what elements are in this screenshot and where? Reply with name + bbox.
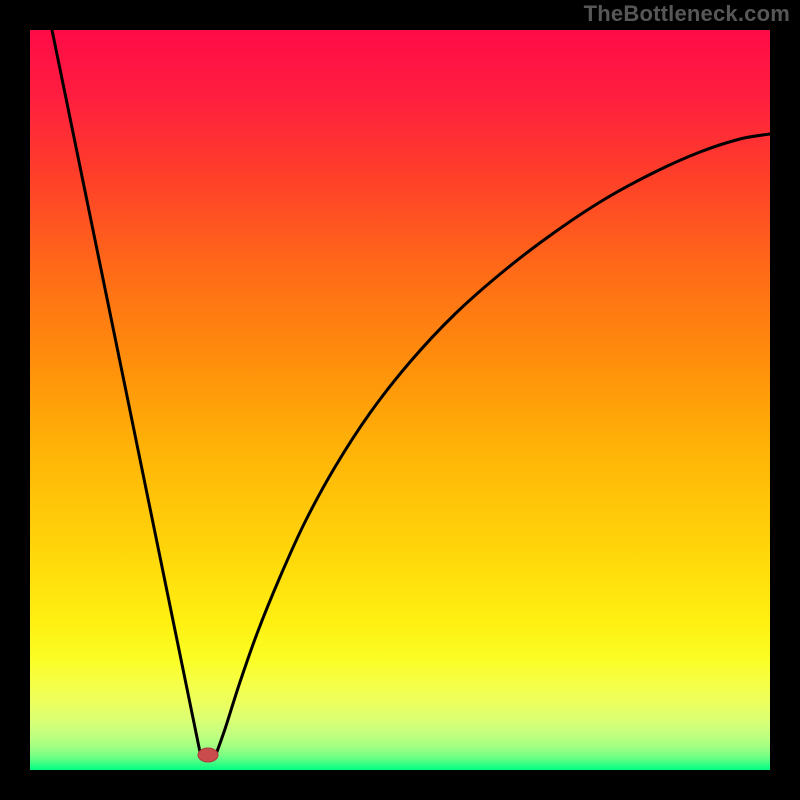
chart-svg [30, 30, 770, 770]
chart-frame: TheBottleneck.com [0, 0, 800, 800]
min-marker [198, 748, 218, 762]
plot-area [30, 30, 770, 770]
watermark-label: TheBottleneck.com [584, 1, 790, 27]
gradient-background [30, 30, 770, 770]
